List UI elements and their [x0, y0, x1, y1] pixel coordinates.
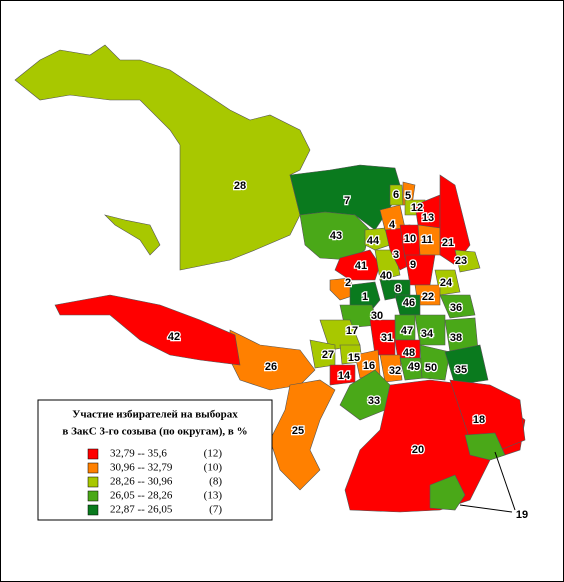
- district-label: 49: [408, 361, 420, 373]
- district-label: 22: [422, 291, 434, 303]
- district-label: 11: [421, 234, 433, 246]
- district-label: 27: [322, 349, 334, 361]
- district-label: 17: [346, 325, 358, 337]
- legend-swatch: [87, 448, 99, 460]
- legend-range: 22,87 -- 26,05: [110, 504, 173, 516]
- district: [329, 277, 356, 301]
- district: [429, 474, 466, 511]
- district-label: 50: [425, 362, 437, 374]
- legend-box: [37, 399, 273, 521]
- legend-range: 28,26 -- 30,96: [110, 476, 173, 488]
- district: [419, 344, 451, 381]
- legend-title: Участие избирателей на выборах: [72, 409, 238, 421]
- district: [454, 249, 481, 273]
- district-label: 36: [450, 302, 462, 314]
- district-label: 7: [344, 195, 350, 207]
- legend-range: 26,05 -- 28,26: [110, 490, 173, 502]
- district-label: 4: [389, 219, 396, 231]
- district: [439, 174, 471, 266]
- district-label: 24: [440, 277, 453, 289]
- district-label: 31: [381, 332, 393, 344]
- district-label: 1: [362, 291, 368, 303]
- district: [379, 354, 403, 383]
- district: [104, 214, 161, 256]
- district-label: 20: [412, 444, 424, 456]
- district-label: 34: [421, 328, 434, 340]
- district-label: 41: [355, 260, 367, 272]
- legend-range: 30,96 -- 32,79: [110, 462, 173, 474]
- district-label: 3: [393, 249, 399, 261]
- district: [54, 294, 241, 366]
- district-label: 5: [405, 190, 411, 202]
- leader-line: [459, 504, 513, 513]
- district: [449, 379, 526, 451]
- district-label: 47: [401, 325, 413, 337]
- district-label: 12: [411, 202, 423, 214]
- district-label: 26: [265, 361, 277, 373]
- legend-count: (8): [209, 476, 222, 488]
- district: [364, 227, 391, 251]
- district-label: 30: [371, 310, 383, 322]
- district-label: 23: [455, 255, 467, 267]
- district-label: 48: [403, 347, 415, 359]
- legend-range: 32,79 -- 35,6: [110, 448, 167, 460]
- district: [299, 211, 371, 261]
- district-label: 6: [393, 189, 399, 201]
- district-label: 21: [442, 237, 454, 249]
- district-label: 32: [389, 365, 401, 377]
- district-label: 8: [395, 283, 401, 295]
- legend-subtitle: в ЗакС 3-го созыва (по округам), в %: [62, 426, 247, 438]
- district: [334, 249, 381, 281]
- legend-swatch: [87, 490, 99, 502]
- legend-count: (13): [204, 490, 223, 502]
- legend-count: (7): [209, 504, 222, 516]
- leader-line: [494, 451, 516, 511]
- district: [349, 281, 381, 313]
- district-label: 25: [292, 425, 304, 437]
- district-label: 42: [168, 331, 180, 343]
- district-label: 19: [516, 509, 528, 521]
- district: [14, 44, 311, 271]
- district-label: 16: [363, 360, 375, 372]
- legend-swatch: [87, 504, 99, 516]
- legend-swatch: [87, 476, 99, 488]
- district-label: 43: [330, 230, 342, 242]
- legend-count: (10): [204, 462, 223, 474]
- district-label: 33: [368, 395, 380, 407]
- district: [269, 379, 336, 491]
- district-label: 10: [404, 233, 416, 245]
- district-label: 40: [380, 270, 392, 282]
- district-label: 18: [473, 414, 485, 426]
- district-label: 46: [403, 297, 415, 309]
- district-label: 35: [455, 364, 467, 376]
- district-label: 15: [348, 352, 360, 364]
- district-label: 44: [367, 235, 380, 247]
- district-label: 38: [450, 332, 462, 344]
- district: [439, 294, 476, 319]
- district-label: 2: [345, 277, 351, 289]
- district: [444, 344, 489, 386]
- district-label: 13: [422, 212, 434, 224]
- district-label: 14: [338, 370, 351, 382]
- district: [414, 314, 446, 346]
- legend-swatch: [87, 462, 99, 474]
- district-label: 9: [410, 259, 416, 271]
- district-label: 28: [234, 180, 246, 192]
- legend-count: (12): [204, 448, 223, 460]
